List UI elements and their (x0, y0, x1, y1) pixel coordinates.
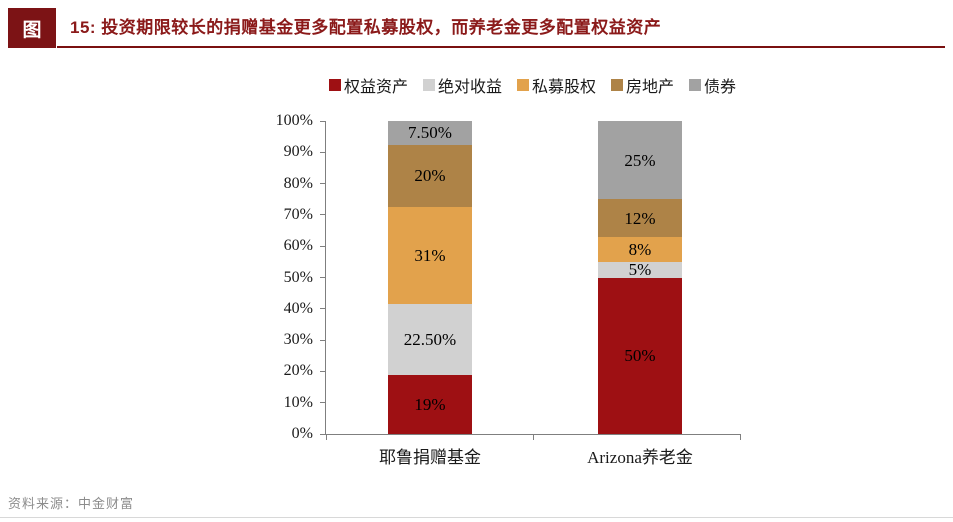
bar-segment: 31% (388, 207, 472, 305)
y-axis-tick-label: 20% (283, 362, 313, 380)
legend-swatch-icon (689, 79, 702, 91)
segment-value-label: 31% (414, 246, 446, 266)
segment-value-label: 12% (624, 208, 656, 228)
title-divider (57, 46, 945, 48)
source-note: 资料来源：中金财富 (8, 496, 135, 511)
legend-label: 权益资产 (343, 79, 408, 96)
y-axis-tick-label: 90% (283, 143, 313, 161)
y-axis-tick-mark (320, 402, 325, 404)
x-axis-tick-mark (533, 434, 534, 440)
chart-legend: 权益资产 绝对收益 私募股权 房地产 债券 (325, 73, 740, 97)
y-axis-tick-label: 0% (291, 425, 313, 442)
legend-item: 权益资产 (328, 73, 408, 97)
bar-segment: 20% (388, 144, 472, 208)
bar-segment: 12% (598, 199, 682, 237)
y-axis-tick-mark (320, 433, 325, 435)
bar-segment: 19% (388, 374, 472, 434)
x-category-label: Arizona养老金 (587, 448, 693, 467)
y-axis-tick-mark (320, 370, 325, 372)
segment-value-label: 20% (414, 166, 446, 186)
legend-label: 私募股权 (531, 79, 596, 96)
segment-value-label: 19% (414, 394, 446, 414)
segment-value-label: 7.50% (408, 123, 452, 143)
bar-segment: 50% (598, 277, 682, 434)
x-axis-tick-mark (740, 434, 741, 440)
y-axis-tick-mark (320, 308, 325, 310)
legend-label: 绝对收益 (437, 79, 502, 96)
legend-item: 绝对收益 (422, 73, 502, 97)
legend-swatch-icon (516, 79, 529, 91)
y-axis-tick-label: 30% (283, 331, 313, 349)
stacked-bar: 19% 22.50% 31% 20% 7.50% (388, 121, 472, 434)
legend-swatch-icon (611, 79, 623, 91)
segment-value-label: 22.50% (403, 329, 457, 349)
segment-value-label: 50% (624, 346, 656, 366)
bar-segment: 25% (598, 121, 682, 200)
bar-segment: 5% (598, 260, 682, 280)
legend-swatch-icon (422, 79, 435, 91)
chart-plot-area: 0% 10% 20% 30% 40% 50% 60% 70% 80% 90% 100% 19% 22.5… (276, 112, 741, 467)
y-axis-tick-label: 40% (283, 299, 313, 317)
stacked-bar: 50% 5% 8% 12% 25% (598, 121, 682, 434)
y-axis-tick-label: 60% (283, 237, 313, 255)
x-category-label: 耶鲁捐赠基金 (379, 448, 481, 467)
y-axis-tick-mark (320, 120, 325, 122)
bar-segment: 8% (598, 236, 682, 262)
y-axis-tick-mark (320, 151, 325, 153)
bar-segment: 7.50% (388, 121, 472, 145)
figure-badge: 图 (8, 8, 56, 48)
legend-item: 房地产 (611, 73, 674, 97)
y-axis-tick-mark (320, 339, 325, 341)
y-axis-tick-mark (320, 277, 325, 278)
legend-label: 债券 (704, 79, 737, 96)
y-axis-tick-label: 70% (283, 205, 313, 223)
legend-item: 债券 (689, 73, 736, 97)
y-axis-tick-label: 50% (283, 268, 313, 286)
legend-swatch-icon (328, 79, 341, 91)
y-axis-tick-label: 80% (283, 174, 313, 192)
figure-title: 15: 投资期限较长的捐赠基金更多配置私募股权，而养老金更多配置权益资产 (70, 18, 662, 37)
legend-label: 房地产 (626, 79, 675, 96)
x-axis-tick-mark (326, 434, 327, 440)
y-axis-tick-mark (320, 214, 325, 216)
y-axis-tick-mark (320, 183, 325, 185)
segment-value-label: 25% (624, 150, 656, 170)
bottom-divider (0, 517, 953, 518)
y-axis-tick-mark (320, 245, 325, 247)
segment-value-label: 8% (628, 239, 652, 259)
legend-item: 私募股权 (516, 73, 596, 97)
bar-segment: 22.50% (388, 304, 472, 375)
y-axis-tick-label: 10% (283, 393, 313, 411)
y-axis-tick-label: 100% (275, 112, 313, 129)
segment-value-label: 5% (628, 260, 652, 280)
